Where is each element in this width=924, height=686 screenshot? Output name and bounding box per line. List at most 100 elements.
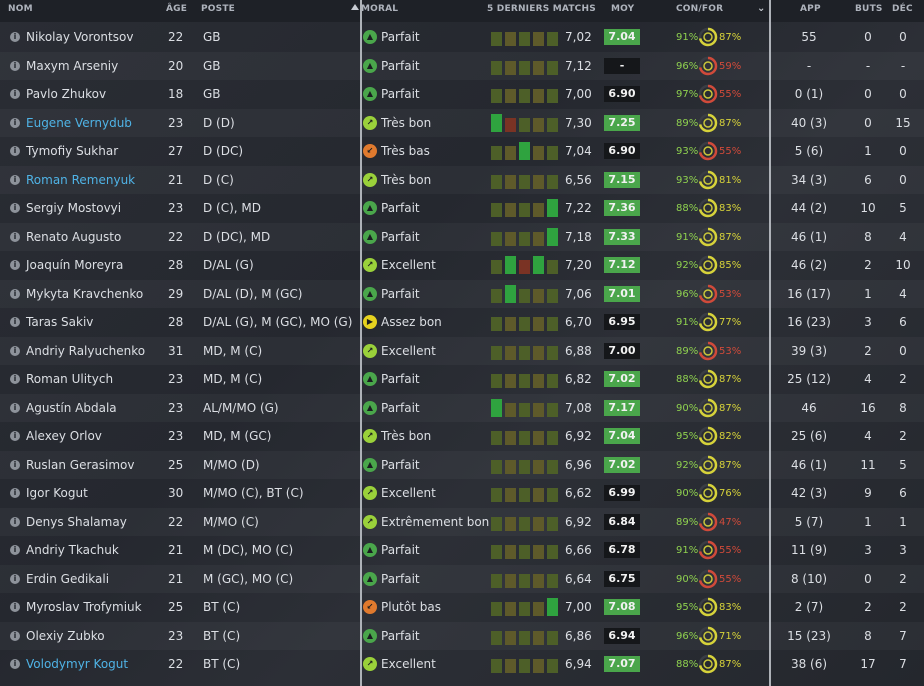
info-icon[interactable]: i [10, 231, 20, 242]
col-age[interactable]: ÂGE [166, 4, 188, 14]
table-row[interactable]: i Roman Ulitych 23 MD, M (C) ▲ Parfait 6,82 7.0… [0, 365, 924, 393]
table-row[interactable]: i Maxym Arseniy 20 GB ▲ Parfait 7,12-96% 59% - - - [0, 52, 924, 80]
player-name[interactable]: Joaquín Moreyra [26, 258, 124, 272]
col-moral[interactable]: MORAL [361, 4, 399, 14]
assists: 0 [899, 87, 907, 101]
chevron-down-icon[interactable]: ⌄ [757, 3, 766, 14]
col-con-for[interactable]: CON/FOR [676, 4, 724, 14]
table-row[interactable]: i Igor Kogut 30 M/MO (C), BT (C) ↗ Excellent 6… [0, 479, 924, 507]
assists: 2 [899, 600, 907, 614]
player-name[interactable]: Sergiy Mostovyi [26, 201, 122, 215]
table-row[interactable]: i Ruslan Gerasimov 25 M/MO (D) ▲ Parfait 6,96 7… [0, 451, 924, 479]
form-bar [491, 260, 502, 274]
player-name[interactable]: Roman Remenyuk [26, 172, 136, 187]
info-icon[interactable]: i [10, 573, 20, 584]
moy-badge: 7.08 [604, 599, 640, 615]
form-bar [491, 374, 502, 388]
info-icon[interactable]: i [10, 545, 20, 555]
fitness-ring-icon [698, 597, 718, 617]
table-row[interactable]: i Pavlo Zhukov 18 GB ▲ Parfait 7,00 6.90 97% 55% 0… [0, 80, 924, 108]
table-row[interactable]: i Taras Sakiv 28 D/AL (G), M (GC), MO (G) ▶ A… [0, 308, 924, 336]
form-bar [505, 345, 516, 360]
table-row[interactable]: i Nikolay Vorontsov 22 GB ▲ Parfait 7,02 7.04 91… [0, 23, 924, 51]
player-name[interactable]: Maxym Arseniy [26, 58, 119, 73]
col-five-matches[interactable]: 5 DERNIERS MATCHS [487, 4, 596, 14]
player-name[interactable]: Andriy Ralyuchenko [26, 343, 146, 358]
assists: 7 [899, 628, 907, 643]
form-bar [519, 516, 530, 531]
form-bar [533, 89, 544, 103]
table-row[interactable]: i Denys Shalamay 22 M/MO (C) ↗ Extrêmement bo… [0, 508, 924, 536]
col-app[interactable]: APP [800, 4, 821, 14]
table-row[interactable]: i Roman Remenyuk 21 D (C) ↗ Très bon 6,56 7.15 9… [0, 166, 924, 194]
player-name[interactable]: Alexey Orlov [26, 429, 102, 443]
col-dec[interactable]: DÉC [892, 4, 913, 14]
info-icon[interactable]: i [10, 146, 20, 156]
info-icon[interactable]: i [10, 488, 20, 498]
player-name[interactable]: Denys Shalamay [26, 514, 127, 529]
info-icon[interactable]: i [10, 431, 20, 441]
player-name[interactable]: Andriy Tkachuk [26, 543, 119, 557]
moy-badge: - [604, 57, 640, 74]
assists: 15 [895, 115, 911, 130]
info-icon[interactable]: i [10, 602, 20, 612]
table-row[interactable]: i Volodymyr Kogut 22 BT (C) ↗ Excellent 6,94 7.… [0, 650, 924, 678]
player-name[interactable]: Pavlo Zhukov [26, 87, 107, 101]
player-name[interactable]: Myroslav Trofymiuk [26, 600, 142, 614]
player-name[interactable]: Eugene Vernydub [26, 115, 132, 130]
player-name[interactable]: Volodymyr Kogut [26, 657, 129, 671]
info-icon[interactable]: i [10, 203, 20, 213]
form-bar [519, 573, 530, 588]
info-icon[interactable]: i [10, 659, 20, 669]
col-buts[interactable]: BUTS [855, 4, 883, 14]
table-row[interactable]: i Joaquín Moreyra 28 D/AL (G) ↗ Excellent 7,20… [0, 251, 924, 279]
player-name[interactable]: Renato Augusto [26, 229, 122, 244]
info-icon[interactable]: i [10, 89, 20, 99]
player-name[interactable]: Olexiy Zubko [26, 628, 105, 643]
table-row[interactable]: i Andriy Ralyuchenko 31 MD, M (C) ↗ Excellent… [0, 337, 924, 365]
table-row[interactable]: i Erdin Gedikali 21 M (GC), MO (C) ▲ Parfait 6… [0, 565, 924, 593]
info-icon[interactable]: i [10, 32, 20, 42]
info-icon[interactable]: i [10, 60, 20, 71]
player-name[interactable]: Taras Sakiv [26, 315, 94, 329]
form-bar [547, 598, 558, 616]
info-icon[interactable]: i [10, 317, 20, 327]
table-row[interactable]: i Renato Augusto 22 D (DC), MD ▲ Parfait 7,18 7… [0, 223, 924, 251]
table-row[interactable]: i Eugene Vernydub 23 D (D) ↗ Très bon 7,30 7.25… [0, 109, 924, 137]
info-icon[interactable]: i [10, 345, 20, 356]
col-moy[interactable]: MOY [611, 4, 635, 14]
table-row[interactable]: i Myroslav Trofymiuk 25 BT (C) ↙ Plutôt bas 7,… [0, 593, 924, 621]
info-icon[interactable]: i [10, 630, 20, 641]
player-name[interactable]: Igor Kogut [26, 486, 88, 500]
player-name[interactable]: Nikolay Vorontsov [26, 30, 134, 44]
info-icon[interactable]: i [10, 288, 20, 299]
table-row[interactable]: i Olexiy Zubko 23 BT (C) ▲ Parfait 6,86 6.94 96%… [0, 622, 924, 650]
table-row[interactable]: i Alexey Orlov 23 MD, M (GC) ↗ Très bon 6,92 7.… [0, 422, 924, 450]
table-row[interactable]: i Agustín Abdala 23 AL/M/MO (G) ▲ Parfait 7,08… [0, 394, 924, 422]
player-name[interactable]: Agustín Abdala [26, 400, 117, 415]
fitness-percent: 59% [719, 60, 742, 72]
player-age: 23 [168, 201, 184, 215]
table-row[interactable]: i Tymofiy Sukhar 27 D (DC) ↙ Très bas 7,04 6.90… [0, 137, 924, 165]
col-poste[interactable]: POSTE [201, 4, 236, 14]
info-icon[interactable]: i [10, 459, 20, 470]
player-name[interactable]: Roman Ulitych [26, 372, 114, 386]
player-name[interactable]: Erdin Gedikali [26, 571, 110, 586]
info-icon[interactable]: i [10, 174, 20, 185]
info-icon[interactable]: i [10, 402, 20, 413]
col-nom[interactable]: NOM [8, 4, 33, 14]
sort-ascending-icon[interactable] [351, 4, 359, 10]
info-icon[interactable]: i [10, 117, 20, 128]
player-name[interactable]: Ruslan Gerasimov [26, 457, 135, 472]
table-row[interactable]: i Mykyta Kravchenko 29 D/AL (D), M (GC) ▲ Par… [0, 280, 924, 308]
goals: 0 [864, 115, 872, 130]
table-row[interactable]: i Sergiy Mostovyi 23 D (C), MD ▲ Parfait 7,22 7… [0, 194, 924, 222]
player-name[interactable]: Mykyta Kravchenko [26, 286, 144, 301]
goals: 8 [864, 628, 872, 643]
player-name[interactable]: Tymofiy Sukhar [26, 144, 119, 158]
info-icon[interactable]: i [10, 260, 20, 270]
morale-label: Excellent [381, 343, 436, 358]
table-row[interactable]: i Andriy Tkachuk 21 M (DC), MO (C) ▲ Parfait 6… [0, 536, 924, 564]
info-icon[interactable]: i [10, 516, 20, 527]
info-icon[interactable]: i [10, 374, 20, 384]
